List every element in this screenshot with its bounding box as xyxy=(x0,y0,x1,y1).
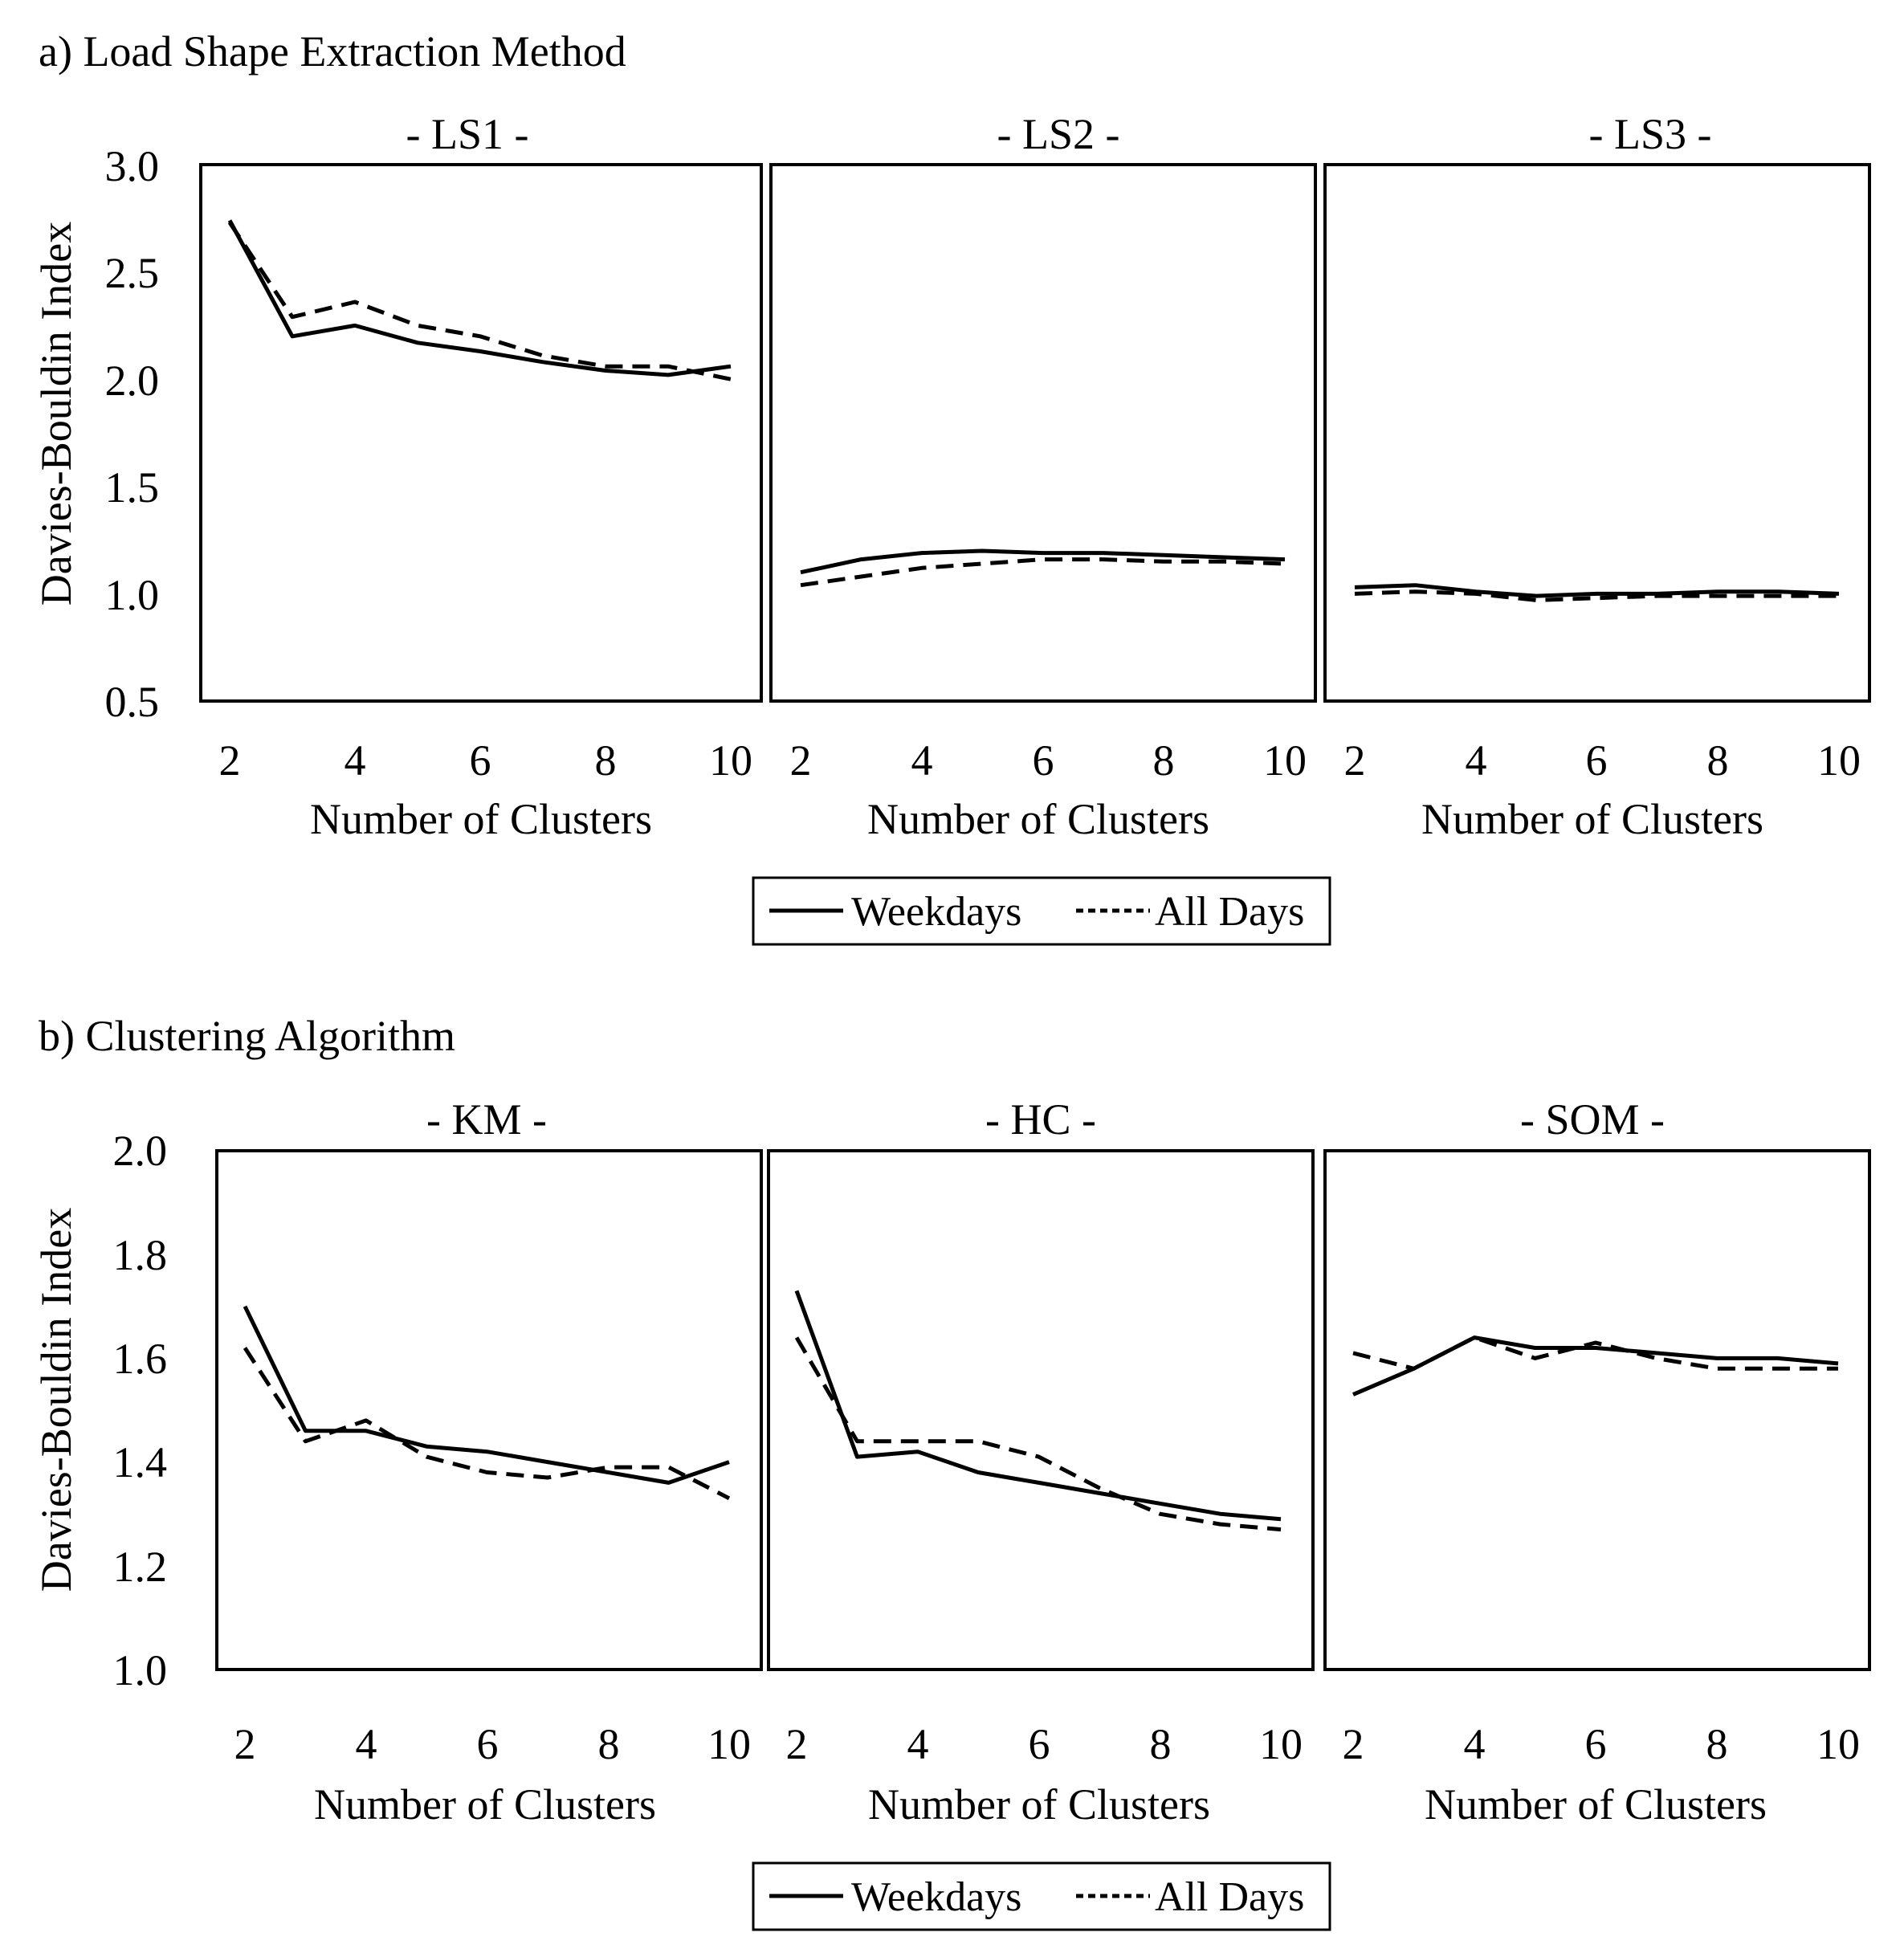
km-xtick-4: 4 xyxy=(356,1720,377,1768)
panel-ls3: - LS3 - 2 4 6 8 10 Number of Clusters xyxy=(1323,110,1871,843)
km-weekdays-line xyxy=(243,1305,730,1485)
ls1-xtick-2: 2 xyxy=(219,736,241,785)
panel-ls1-title: - LS1 - xyxy=(406,110,529,158)
section-a-ylabel: Davies-Bouldin Index xyxy=(32,222,80,605)
hc-xtick-10: 10 xyxy=(1259,1720,1303,1768)
ls3-weekdays-line xyxy=(1354,583,1840,598)
km-xtick-2: 2 xyxy=(234,1720,256,1768)
legend-a-frame xyxy=(752,876,1331,946)
km-xtick-6: 6 xyxy=(477,1720,499,1768)
legend-b-frame xyxy=(752,1861,1331,1931)
som-xlabel: Number of Clusters xyxy=(1425,1780,1767,1829)
som-xtick-10: 10 xyxy=(1816,1720,1860,1768)
ls2-weekdays-line xyxy=(800,548,1286,575)
panel-som: - SOM - 2 4 6 8 10 Number of Clusters xyxy=(1323,1095,1871,1829)
ls2-xtick-8: 8 xyxy=(1153,736,1175,785)
b-ytick-4: 1.8 xyxy=(113,1231,168,1279)
section-a: a) Load Shape Extraction Method Davies-B… xyxy=(32,27,1871,946)
ls2-xtick-2: 2 xyxy=(790,736,812,785)
hc-xtick-8: 8 xyxy=(1150,1720,1172,1768)
hc-xtick-4: 4 xyxy=(907,1720,929,1768)
ls3-xtick-2: 2 xyxy=(1344,736,1366,785)
section-b-yticks: 1.0 1.2 1.4 1.6 1.8 2.0 xyxy=(113,1127,168,1694)
ls1-xtick-10: 10 xyxy=(709,736,752,785)
a-ytick-3: 2.0 xyxy=(105,357,160,405)
ls3-xtick-6: 6 xyxy=(1586,736,1608,785)
section-a-title: a) Load Shape Extraction Method xyxy=(39,27,626,75)
som-xtick-6: 6 xyxy=(1585,1720,1607,1768)
ls2-xtick-4: 4 xyxy=(911,736,933,785)
section-b-ylabel: Davies-Bouldin Index xyxy=(32,1208,80,1592)
legend-a-all-days-label: All Days xyxy=(1155,889,1304,935)
hc-weekdays-line xyxy=(794,1290,1282,1522)
panel-ls2-title: - LS2 - xyxy=(997,110,1120,158)
panel-ls1-frame xyxy=(199,163,763,703)
hc-xtick-6: 6 xyxy=(1029,1720,1050,1768)
panel-hc-title: - HC - xyxy=(985,1095,1096,1144)
panel-som-frame xyxy=(1323,1149,1871,1671)
km-all-days-line xyxy=(243,1347,731,1501)
panel-ls2-frame xyxy=(769,163,1317,703)
ls1-xtick-4: 4 xyxy=(345,736,366,785)
panel-ls2: - LS2 - 2 4 6 8 10 Number of Clusters xyxy=(769,110,1317,843)
b-ytick-0: 1.0 xyxy=(113,1646,168,1694)
a-ytick-0: 0.5 xyxy=(105,678,160,726)
ls3-xtick-8: 8 xyxy=(1707,736,1729,785)
ls3-xlabel: Number of Clusters xyxy=(1421,795,1763,843)
ls2-xtick-10: 10 xyxy=(1263,736,1307,785)
km-xtick-10: 10 xyxy=(707,1720,751,1768)
b-ytick-1: 1.2 xyxy=(113,1543,168,1591)
a-ytick-2: 1.5 xyxy=(105,463,160,512)
section-a-yticks: 0.5 1.0 1.5 2.0 2.5 3.0 xyxy=(105,142,160,726)
ls1-xtick-8: 8 xyxy=(595,736,617,785)
panel-ls3-frame xyxy=(1323,163,1871,703)
legend-a-weekdays-label: Weekdays xyxy=(851,889,1021,935)
a-ytick-1: 1.0 xyxy=(105,571,160,619)
hc-xtick-2: 2 xyxy=(786,1720,808,1768)
ls3-xtick-4: 4 xyxy=(1466,736,1487,785)
legend-b-all-days-label: All Days xyxy=(1155,1874,1304,1920)
ls2-xtick-6: 6 xyxy=(1033,736,1054,785)
som-xtick-2: 2 xyxy=(1343,1720,1364,1768)
ls1-xlabel: Number of Clusters xyxy=(310,795,652,843)
panel-km: - KM - 2 4 6 8 10 Number of Clusters xyxy=(215,1095,763,1829)
b-ytick-5: 2.0 xyxy=(113,1127,168,1175)
ls1-weekdays-line xyxy=(227,219,732,377)
km-xtick-8: 8 xyxy=(598,1720,620,1768)
b-ytick-2: 1.4 xyxy=(113,1438,168,1486)
som-weekdays-line xyxy=(1352,1335,1839,1396)
panel-som-title: - SOM - xyxy=(1520,1095,1665,1144)
ls2-all-days-line xyxy=(800,557,1286,588)
som-all-days-line xyxy=(1352,1335,1838,1371)
section-b-title: b) Clustering Algorithm xyxy=(39,1012,455,1060)
panel-ls1: - LS1 - 2 4 6 8 10 Number of Clusters xyxy=(199,110,763,843)
a-ytick-4: 2.5 xyxy=(105,249,160,297)
panel-hc: - HC - 2 4 6 8 10 Number of Clusters xyxy=(767,1095,1315,1829)
hc-all-days-line xyxy=(794,1336,1282,1532)
ls3-xtick-10: 10 xyxy=(1817,736,1861,785)
legend-b-weekdays-label: Weekdays xyxy=(851,1874,1021,1920)
legend-b: Weekdays All Days xyxy=(752,1861,1331,1931)
legend-a: Weekdays All Days xyxy=(752,876,1331,946)
km-xlabel: Number of Clusters xyxy=(314,1780,656,1829)
section-b: b) Clustering Algorithm Davies-Bouldin I… xyxy=(32,1012,1871,1931)
ls1-all-days-line xyxy=(227,221,732,381)
b-ytick-3: 1.6 xyxy=(113,1335,168,1383)
hc-xlabel: Number of Clusters xyxy=(868,1780,1210,1829)
panel-hc-frame xyxy=(767,1149,1315,1671)
ls2-xlabel: Number of Clusters xyxy=(867,795,1209,843)
a-ytick-5: 3.0 xyxy=(105,142,160,190)
ls1-xtick-6: 6 xyxy=(470,736,491,785)
panel-ls3-title: - LS3 - xyxy=(1589,110,1712,158)
som-xtick-8: 8 xyxy=(1706,1720,1728,1768)
panel-km-frame xyxy=(215,1149,763,1671)
panel-km-title: - KM - xyxy=(426,1095,547,1144)
som-xtick-4: 4 xyxy=(1464,1720,1486,1768)
